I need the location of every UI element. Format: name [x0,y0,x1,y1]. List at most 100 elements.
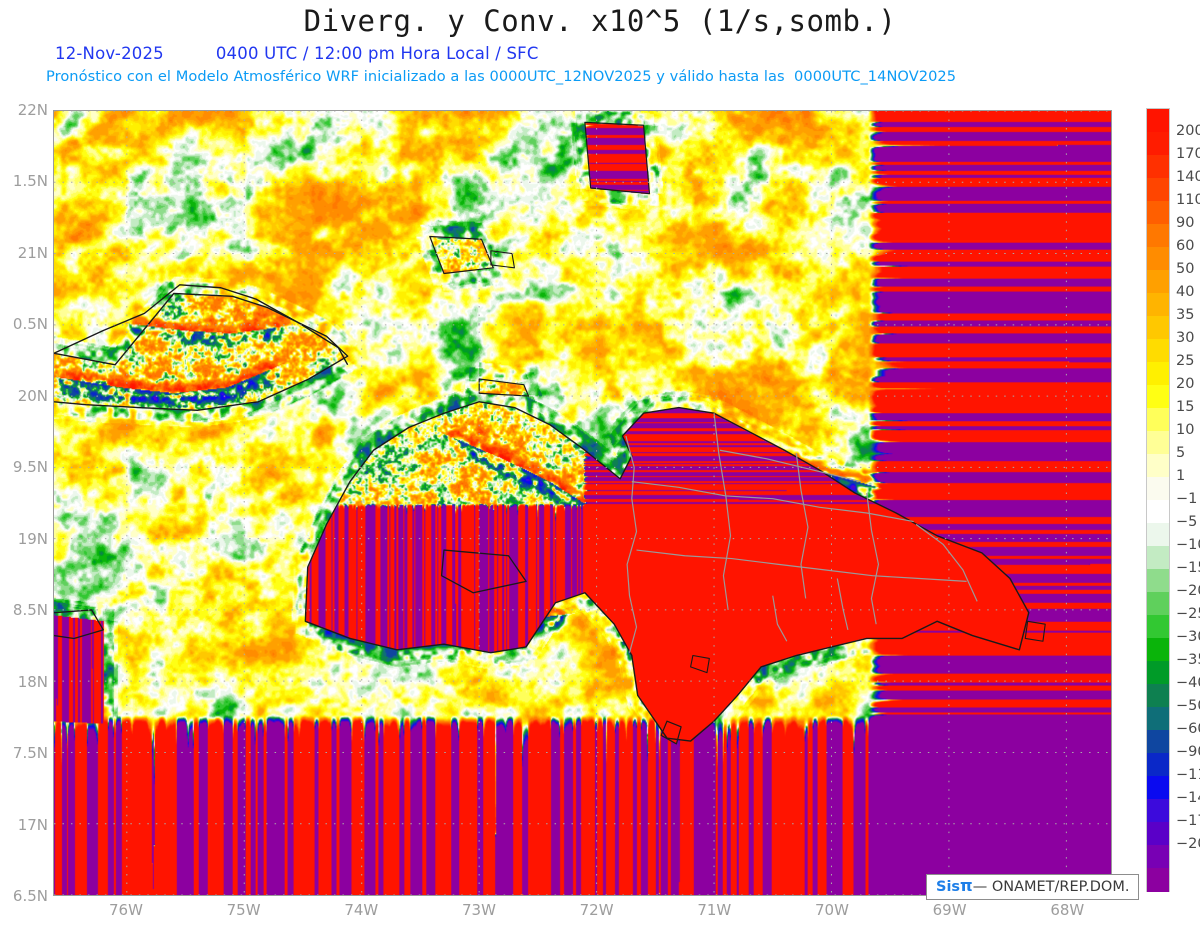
colorbar-tick-label: 110 [1176,192,1200,208]
colorbar-tick-label: −1 [1176,491,1198,507]
colorbar-segment [1147,132,1169,156]
attribution-separator: — [972,879,988,895]
colorbar-tick-label: 5 [1176,445,1186,461]
colorbar-segment [1147,799,1169,823]
colorbar-tick-label: 60 [1176,238,1195,254]
colorbar-tick-label: 1 [1176,468,1186,484]
colorbar-tick-label: 200 [1176,123,1200,139]
latitude-tick-label: 21N [17,243,48,262]
colorbar[interactable] [1146,108,1170,892]
latitude-tick-label: 18N [17,672,48,691]
colorbar-segment [1147,845,1169,869]
colorbar-segment [1147,224,1169,248]
longitude-tick-label: 76W [108,901,143,919]
colorbar-segment [1147,385,1169,409]
colorbar-segment [1147,293,1169,317]
colorbar-segment [1147,684,1169,708]
colorbar-tick-label: 25 [1176,353,1195,369]
colorbar-tick-label: −60 [1176,721,1200,737]
colorbar-segment [1147,247,1169,271]
colorbar-tick-label: −90 [1176,744,1200,760]
colorbar-segment [1147,822,1169,846]
colorbar-tick-label: −15 [1176,560,1200,576]
colorbar-segment [1147,178,1169,202]
colorbar-tick-label: −10 [1176,537,1200,553]
colorbar-segment [1147,592,1169,616]
longitude-tick-label: 72W [579,901,614,919]
colorbar-tick-label: 90 [1176,215,1195,231]
pi-symbol-icon: π [960,876,973,895]
colorbar-segment [1147,868,1169,892]
longitude-tick-label: 71W [697,901,732,919]
latitude-tick-label: 0.5N [12,315,48,334]
longitude-tick-label: 70W [814,901,849,919]
colorbar-tick-label: 30 [1176,330,1195,346]
colorbar-tick-label: −170 [1176,813,1200,829]
sistt-brand: Sis [936,879,961,895]
latitude-tick-label: 19N [17,529,48,548]
colorbar-tick-label: 10 [1176,422,1195,438]
colorbar-tick-label: 40 [1176,284,1195,300]
colorbar-segment [1147,776,1169,800]
colorbar-segment [1147,155,1169,179]
colorbar-tick-label: −5 [1176,514,1198,530]
latitude-tick-label: 22N [17,101,48,119]
longitude-tick-label: 73W [461,901,496,919]
colorbar-segment [1147,477,1169,501]
subtitle-datetime: 12-Nov-2025 0400 UTC / 12:00 pm Hora Loca… [55,44,539,63]
colorbar-segment [1147,362,1169,386]
colorbar-segment [1147,408,1169,432]
longitude-tick-label: 74W [344,901,379,919]
colorbar-segment [1147,523,1169,547]
colorbar-segment [1147,109,1169,133]
colorbar-segment [1147,201,1169,225]
colorbar-tick-label: −140 [1176,790,1200,806]
colorbar-tick-label: −40 [1176,675,1200,691]
divergence-convergence-field [54,111,1111,895]
colorbar-tick-label: −20 [1176,583,1200,599]
latitude-tick-label: 9.5N [12,458,48,477]
colorbar-segment [1147,431,1169,455]
latitude-tick-label: 6.5N [12,887,48,905]
latitude-tick-label: 1.5N [12,172,48,191]
colorbar-tick-label: −200 [1176,836,1200,852]
colorbar-tick-label: 50 [1176,261,1195,277]
page-title: Diverg. y Conv. x10^5 (1/s,somb.) [303,4,897,38]
attribution-badge: Sisπ— ONAMET/REP.DOM. [926,874,1140,900]
subtitle-date: 12-Nov-2025 [55,44,164,63]
colorbar-segment [1147,638,1169,662]
colorbar-segment [1147,615,1169,639]
longitude-tick-label: 75W [226,901,261,919]
longitude-tick-label: 68W [1050,901,1085,919]
colorbar-tick-label: −50 [1176,698,1200,714]
colorbar-tick-label: −25 [1176,606,1200,622]
colorbar-segment [1147,707,1169,731]
latitude-tick-label: 8.5N [12,601,48,620]
colorbar-segment [1147,500,1169,524]
colorbar-segment [1147,753,1169,777]
colorbar-segment [1147,316,1169,340]
attribution-organization: ONAMET/REP.DOM. [991,879,1130,895]
colorbar-segment [1147,546,1169,570]
colorbar-tick-label: −110 [1176,767,1200,783]
colorbar-tick-label: −35 [1176,652,1200,668]
colorbar-segment [1147,730,1169,754]
colorbar-tick-label: 20 [1176,376,1195,392]
colorbar-tick-label: 35 [1176,307,1195,323]
colorbar-segment [1147,661,1169,685]
latitude-tick-label: 20N [17,386,48,405]
colorbar-tick-label: 140 [1176,169,1200,185]
colorbar-segment [1147,454,1169,478]
colorbar-tick-label: 15 [1176,399,1195,415]
longitude-tick-label: 69W [932,901,967,919]
colorbar-segment [1147,339,1169,363]
colorbar-segment [1147,569,1169,593]
subtitle-forecast-note: Pronóstico con el Modelo Atmosférico WRF… [46,68,957,85]
subtitle-time-info: 0400 UTC / 12:00 pm Hora Local / SFC [215,44,539,63]
map-plot-area[interactable] [53,110,1112,896]
latitude-tick-label: 17N [17,815,48,834]
latitude-tick-label: 7.5N [12,744,48,763]
colorbar-segment [1147,270,1169,294]
colorbar-tick-label: 170 [1176,146,1200,162]
colorbar-tick-label: −30 [1176,629,1200,645]
